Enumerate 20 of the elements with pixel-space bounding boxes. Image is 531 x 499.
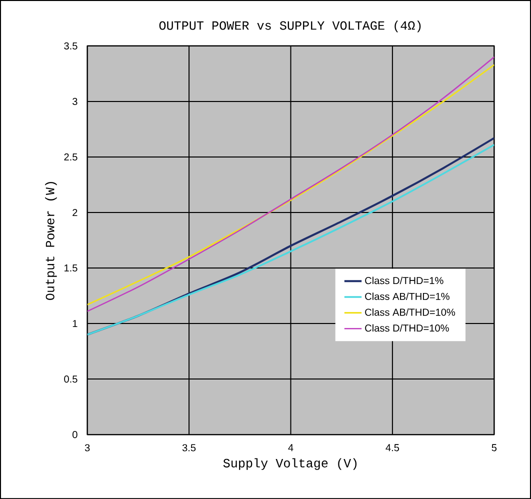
legend-label: Class AB/THD=1% bbox=[365, 292, 450, 300]
y-tick-label: 3 bbox=[72, 98, 78, 105]
x-tick-label: 3 bbox=[84, 444, 90, 452]
y-tick-label: 1 bbox=[72, 320, 78, 327]
x-tick-label: 4.5 bbox=[386, 444, 400, 452]
x-tick-label: 5 bbox=[492, 444, 497, 452]
x-axis-title: Supply Voltage (V) bbox=[223, 458, 357, 470]
chart-title: OUTPUT POWER vs SUPPLY VOLTAGE (4Ω) bbox=[159, 20, 421, 32]
y-tick-label: 0 bbox=[72, 430, 78, 438]
y-tick-label: 1.5 bbox=[64, 264, 78, 272]
x-tick-label: 3.5 bbox=[182, 444, 196, 452]
legend-label: Class D/THD=1% bbox=[365, 276, 444, 284]
y-tick-label: 0.5 bbox=[64, 375, 78, 383]
y-tick-label: 2.5 bbox=[64, 153, 78, 160]
y-tick-label: 3.5 bbox=[64, 42, 78, 50]
legend-label: Class D/THD=10% bbox=[365, 324, 449, 332]
y-axis-title: Output Power (W) bbox=[45, 182, 57, 300]
legend-label: Class AB/THD=10% bbox=[365, 308, 456, 316]
x-tick-label: 4 bbox=[288, 444, 294, 452]
y-tick-label: 2 bbox=[72, 208, 78, 216]
